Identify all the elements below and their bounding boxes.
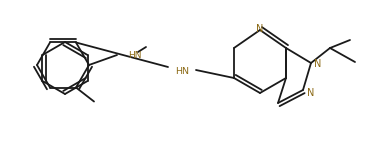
Text: HN: HN (128, 51, 141, 60)
Text: N: N (256, 24, 264, 34)
Text: N: N (307, 88, 315, 98)
Text: HN: HN (175, 67, 189, 75)
Text: N: N (314, 59, 321, 69)
